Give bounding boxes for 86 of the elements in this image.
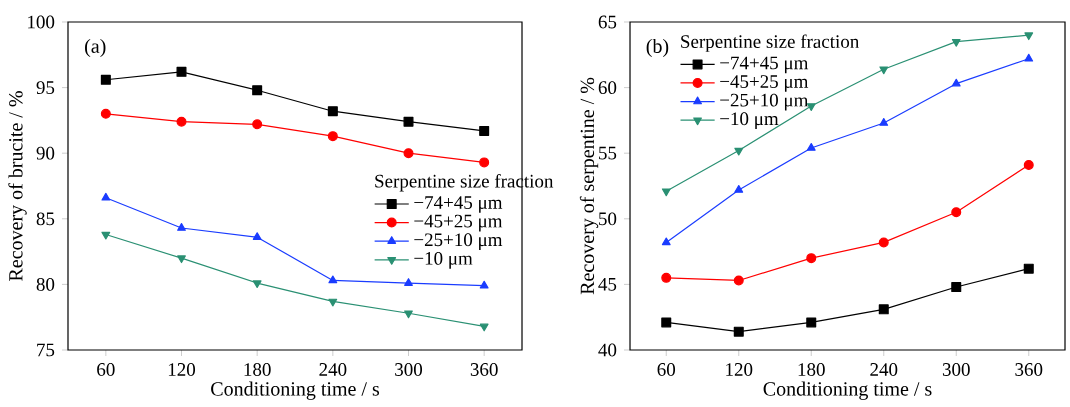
point xyxy=(403,116,414,127)
point xyxy=(1023,160,1034,171)
x-axis-title: Conditioning time / s xyxy=(763,381,932,400)
x-tick-label: 120 xyxy=(168,363,196,376)
y-axis-title: Recovery of brucite / % xyxy=(8,91,27,281)
x-axis-title: Conditioning time / s xyxy=(211,381,380,400)
x-tick-label: 240 xyxy=(319,363,347,376)
y-tick-label: 85 xyxy=(36,212,55,226)
y-tick-label: 40 xyxy=(598,343,617,357)
point xyxy=(661,188,671,197)
x-tick-label: 240 xyxy=(870,363,898,376)
point xyxy=(327,131,338,142)
point xyxy=(328,298,338,307)
y-tick-label: 55 xyxy=(599,146,617,160)
x-tick-label: 300 xyxy=(942,363,970,376)
legend-label: −10 μm xyxy=(414,251,473,269)
y-tick-label: 65 xyxy=(598,15,617,29)
point xyxy=(101,192,111,201)
point xyxy=(328,275,338,284)
y-tick-label: 50 xyxy=(599,212,617,226)
point xyxy=(252,85,263,96)
point xyxy=(176,116,187,127)
point xyxy=(879,118,889,126)
legend-label: −25+10 μm xyxy=(414,233,503,251)
point xyxy=(100,74,111,85)
point xyxy=(878,304,889,315)
x-tick-label: 60 xyxy=(657,363,676,376)
point xyxy=(100,108,111,119)
point xyxy=(661,272,672,283)
x-tick-label: 180 xyxy=(798,363,825,376)
point xyxy=(806,142,816,151)
x-tick-label: 60 xyxy=(97,363,115,376)
point xyxy=(879,66,889,75)
point xyxy=(404,310,413,319)
y-tick-label: 95 xyxy=(36,81,55,94)
x-tick-label: 360 xyxy=(470,363,498,376)
x-tick-label: 180 xyxy=(244,363,271,376)
legend-label: −45+25 μm xyxy=(720,75,809,92)
point xyxy=(177,222,186,231)
point xyxy=(479,323,489,332)
x-tick-label: 360 xyxy=(1015,363,1043,376)
point xyxy=(101,231,111,240)
y-tick-label: 45 xyxy=(598,278,617,291)
legend-label: −74+45 μm xyxy=(414,196,503,213)
y-axis-title: Recovery of serpentine / % xyxy=(579,77,599,295)
point xyxy=(177,255,186,264)
point xyxy=(661,317,672,328)
annotation: (b) xyxy=(646,38,669,58)
y-tick-label: 80 xyxy=(36,277,55,291)
point xyxy=(951,78,961,87)
point xyxy=(951,38,961,47)
point xyxy=(806,317,817,328)
y-tick-label: 90 xyxy=(36,146,55,160)
point xyxy=(252,119,263,130)
legend-label: −10 μm xyxy=(720,112,779,130)
point xyxy=(734,147,744,156)
point xyxy=(404,278,413,286)
point xyxy=(479,157,490,168)
y-tick-label: 60 xyxy=(598,81,617,95)
x-tick-label: 120 xyxy=(726,363,753,376)
point xyxy=(252,232,262,240)
y-tick-label: 100 xyxy=(28,15,55,29)
point xyxy=(1024,53,1034,62)
point xyxy=(1023,263,1034,274)
legend-label: −74+45 μm xyxy=(720,56,809,74)
y-tick-label: 75 xyxy=(37,343,55,357)
x-tick-label: 300 xyxy=(395,363,423,376)
annotation: (a) xyxy=(85,38,106,58)
point xyxy=(252,280,262,289)
legend-label: −25+10 μm xyxy=(720,93,809,111)
point xyxy=(479,125,490,136)
point xyxy=(733,275,744,286)
legend-label: −45+25 μm xyxy=(414,214,503,232)
point xyxy=(1024,32,1034,41)
point xyxy=(176,66,187,77)
point xyxy=(951,282,962,293)
point xyxy=(327,106,338,117)
point xyxy=(733,326,744,337)
point xyxy=(403,148,414,159)
point xyxy=(878,237,889,248)
legend-title: Serpentine size fraction xyxy=(681,34,860,52)
point xyxy=(479,280,489,289)
point xyxy=(661,237,671,246)
point xyxy=(806,253,817,264)
point xyxy=(734,184,744,193)
point xyxy=(951,207,962,218)
